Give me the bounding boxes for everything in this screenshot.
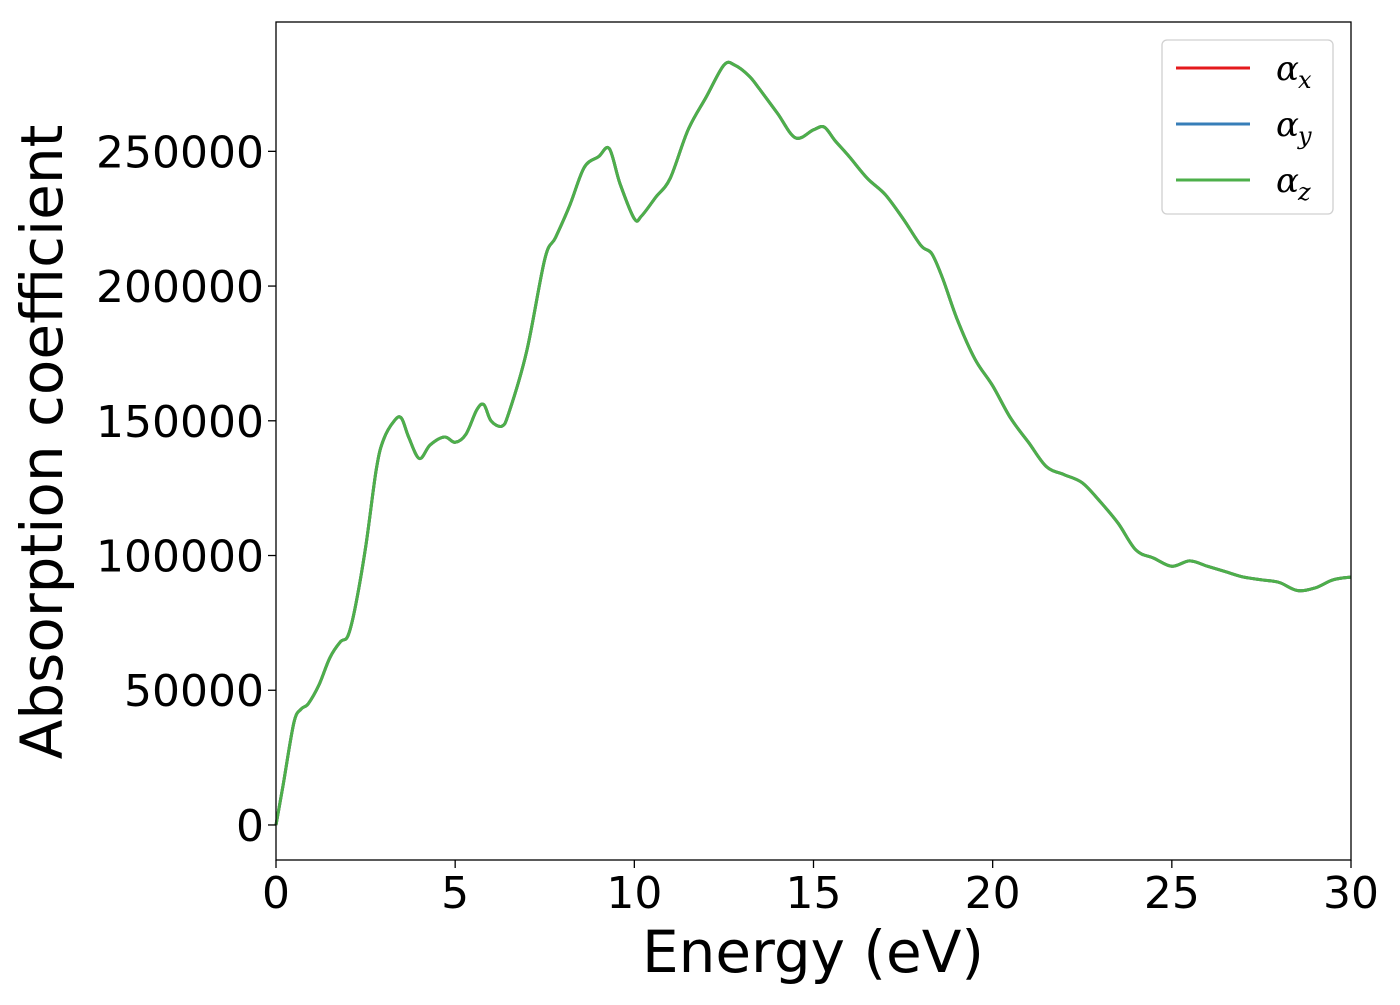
legend-subscript-x: x [1298,66,1312,94]
legend-box [1161,39,1334,215]
y-tick-label: 100000 [96,532,264,583]
legend-label-y: α [1276,105,1299,145]
legend: α xα yα z [1161,39,1334,215]
x-tick-label: 30 [1323,868,1379,919]
x-tick-label: 20 [965,868,1021,919]
y-tick-label: 250000 [96,127,264,178]
y-tick-label: 150000 [96,397,264,448]
y-axis-title: Absorption coefficient [8,125,76,760]
series-line-z [274,60,1352,826]
axes: 0 5 10 15 20 25 30 0 50000 100000 150000 200000 2500… [96,21,1379,919]
plot-area [274,60,1352,826]
legend-subscript-z: z [1297,178,1311,206]
legend-label-z: α [1276,161,1299,201]
y-tick-label: 0 [236,801,264,852]
x-tick-label: 10 [606,868,662,919]
legend-subscript-y: y [1297,122,1312,150]
x-tick-label: 25 [1144,868,1200,919]
x-axis-title: Energy (eV) [642,918,984,986]
legend-label-x: α [1276,49,1299,89]
x-tick-label: 5 [441,868,469,919]
x-tick-label: 15 [786,868,842,919]
y-tick-label: 50000 [124,666,264,717]
y-tick-label: 200000 [96,262,264,313]
x-tick-label: 0 [262,868,290,919]
